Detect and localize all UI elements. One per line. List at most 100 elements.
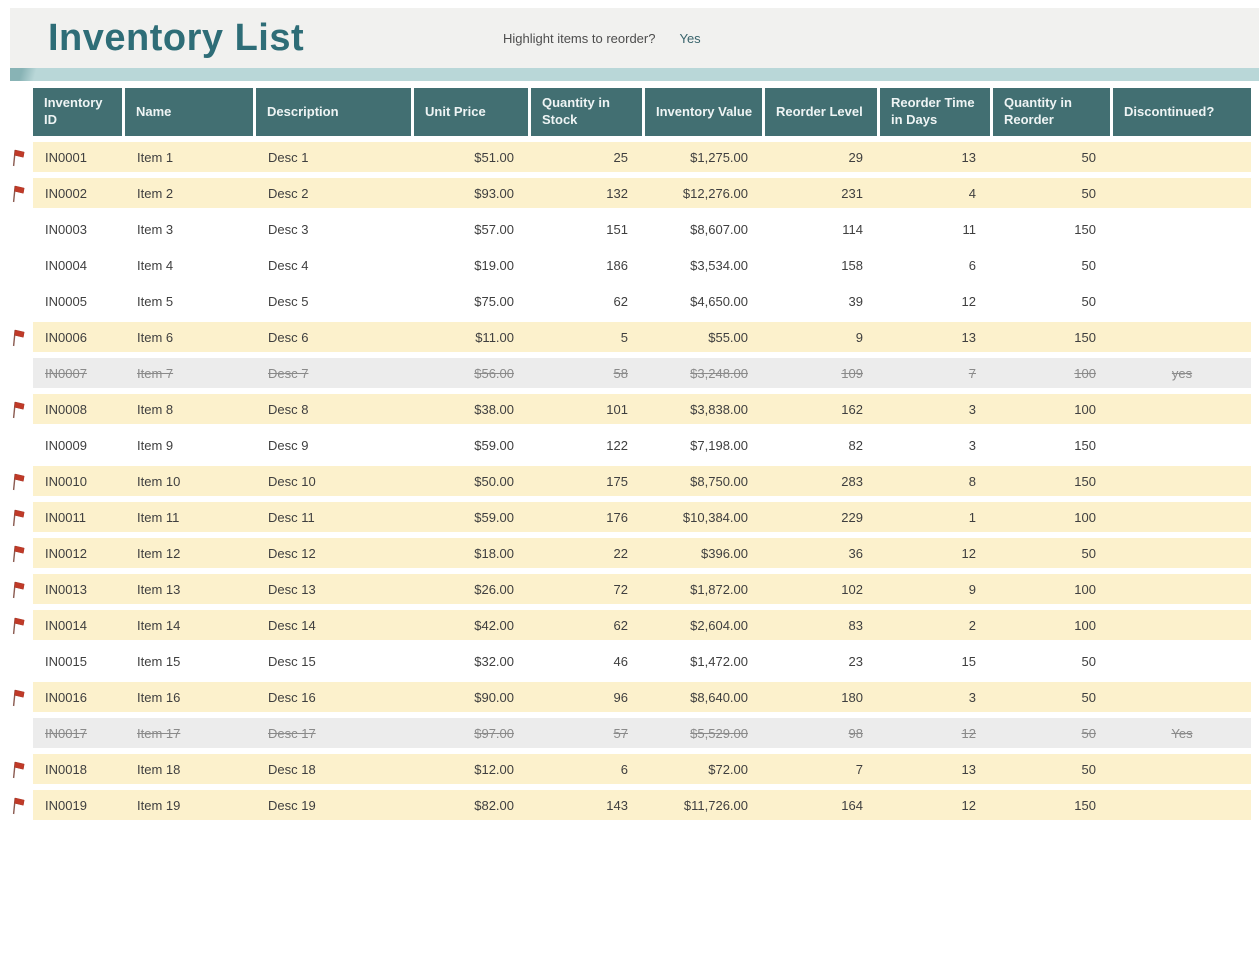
cell-inventory_value[interactable]: $1,872.00 — [690, 581, 748, 597]
cell-quantity_in_reorder[interactable]: 50 — [1081, 293, 1096, 309]
cell-quantity_in_reorder[interactable]: 50 — [1081, 689, 1096, 705]
cell-description[interactable]: Desc 2 — [268, 185, 309, 201]
cell-discontinued[interactable] — [1113, 394, 1251, 424]
cell-quantity_in_stock[interactable]: 96 — [613, 689, 628, 705]
cell-reorder_level[interactable]: 9 — [855, 329, 863, 345]
header-cell-quantity_in_reorder[interactable]: Quantity in Reorder — [993, 88, 1110, 136]
cell-discontinued[interactable] — [1113, 178, 1251, 208]
cell-name[interactable]: Item 14 — [137, 617, 181, 633]
cell-reorder_time_in_days[interactable]: 3 — [968, 437, 976, 453]
cell-description[interactable]: Desc 18 — [268, 761, 316, 777]
cell-discontinued[interactable] — [1113, 610, 1251, 640]
cell-unit_price[interactable]: $93.00 — [474, 185, 514, 201]
cell-reorder_time_in_days[interactable]: 9 — [968, 581, 976, 597]
cell-unit_price[interactable]: $42.00 — [474, 617, 514, 633]
cell-reorder_level[interactable]: 283 — [841, 473, 863, 489]
cell-reorder_time_in_days[interactable]: 8 — [968, 473, 976, 489]
cell-reorder_level[interactable]: 164 — [841, 797, 863, 813]
cell-unit_price[interactable]: $38.00 — [474, 401, 514, 417]
cell-id[interactable]: IN0012 — [45, 545, 87, 561]
cell-reorder_time_in_days[interactable]: 12 — [961, 725, 976, 741]
cell-quantity_in_stock[interactable]: 122 — [606, 437, 628, 453]
cell-inventory_value[interactable]: $8,750.00 — [690, 473, 748, 489]
cell-quantity_in_reorder[interactable]: 50 — [1081, 725, 1096, 741]
cell-inventory_value[interactable]: $5,529.00 — [690, 725, 748, 741]
cell-reorder_time_in_days[interactable]: 12 — [961, 545, 976, 561]
cell-discontinued[interactable] — [1113, 538, 1251, 568]
cell-reorder_time_in_days[interactable]: 3 — [968, 401, 976, 417]
cell-name[interactable]: Item 7 — [137, 365, 174, 381]
cell-discontinued[interactable] — [1113, 214, 1251, 244]
cell-quantity_in_stock[interactable]: 186 — [606, 257, 628, 273]
cell-quantity_in_reorder[interactable]: 100 — [1074, 581, 1096, 597]
cell-name[interactable]: Item 15 — [137, 653, 181, 669]
cell-inventory_value[interactable]: $12,276.00 — [682, 185, 748, 201]
cell-description[interactable]: Desc 10 — [268, 473, 316, 489]
cell-unit_price[interactable]: $12.00 — [474, 761, 514, 777]
cell-quantity_in_reorder[interactable]: 100 — [1074, 509, 1096, 525]
cell-inventory_value[interactable]: $10,384.00 — [682, 509, 748, 525]
cell-quantity_in_stock[interactable]: 72 — [613, 581, 628, 597]
cell-reorder_level[interactable]: 162 — [841, 401, 863, 417]
cell-description[interactable]: Desc 12 — [268, 545, 316, 561]
cell-reorder_level[interactable]: 82 — [848, 437, 863, 453]
cell-inventory_value[interactable]: $11,726.00 — [683, 797, 748, 813]
cell-quantity_in_stock[interactable]: 132 — [606, 185, 628, 201]
cell-description[interactable]: Desc 7 — [268, 365, 309, 381]
cell-quantity_in_reorder[interactable]: 150 — [1074, 473, 1096, 489]
cell-reorder_time_in_days[interactable]: 15 — [961, 653, 976, 669]
cell-reorder_level[interactable]: 23 — [848, 653, 863, 669]
cell-name[interactable]: Item 1 — [137, 149, 174, 165]
cell-id[interactable]: IN0019 — [45, 797, 87, 813]
cell-quantity_in_reorder[interactable]: 50 — [1081, 653, 1096, 669]
cell-id[interactable]: IN0003 — [45, 221, 87, 237]
cell-name[interactable]: Item 3 — [137, 221, 174, 237]
cell-id[interactable]: IN0002 — [45, 185, 87, 201]
cell-name[interactable]: Item 8 — [137, 401, 174, 417]
cell-quantity_in_reorder[interactable]: 150 — [1074, 797, 1096, 813]
header-cell-reorder_level[interactable]: Reorder Level — [765, 88, 877, 136]
header-cell-name[interactable]: Name — [125, 88, 253, 136]
cell-quantity_in_stock[interactable]: 58 — [613, 365, 628, 381]
cell-discontinued[interactable]: Yes — [1171, 725, 1193, 741]
cell-description[interactable]: Desc 8 — [268, 401, 309, 417]
cell-discontinued[interactable] — [1113, 682, 1251, 712]
cell-id[interactable]: IN0013 — [45, 581, 87, 597]
cell-quantity_in_stock[interactable]: 62 — [613, 293, 628, 309]
cell-unit_price[interactable]: $51.00 — [474, 149, 514, 165]
cell-description[interactable]: Desc 5 — [268, 293, 309, 309]
cell-quantity_in_reorder[interactable]: 100 — [1074, 365, 1096, 381]
header-cell-quantity_in_stock[interactable]: Quantity in Stock — [531, 88, 642, 136]
cell-unit_price[interactable]: $97.00 — [474, 725, 514, 741]
cell-unit_price[interactable]: $50.00 — [474, 473, 514, 489]
cell-discontinued[interactable] — [1113, 754, 1251, 784]
header-cell-id[interactable]: Inventory ID — [33, 88, 122, 136]
cell-quantity_in_stock[interactable]: 151 — [606, 221, 628, 237]
cell-reorder_time_in_days[interactable]: 3 — [968, 689, 976, 705]
cell-inventory_value[interactable]: $7,198.00 — [690, 437, 748, 453]
cell-id[interactable]: IN0010 — [45, 473, 87, 489]
cell-quantity_in_stock[interactable]: 57 — [613, 725, 628, 741]
cell-name[interactable]: Item 11 — [137, 509, 180, 525]
cell-description[interactable]: Desc 6 — [268, 329, 309, 345]
cell-unit_price[interactable]: $18.00 — [474, 545, 514, 561]
cell-id[interactable]: IN0004 — [45, 257, 87, 273]
cell-reorder_level[interactable]: 39 — [848, 293, 863, 309]
cell-description[interactable]: Desc 4 — [268, 257, 309, 273]
cell-id[interactable]: IN0001 — [45, 149, 87, 165]
cell-quantity_in_reorder[interactable]: 100 — [1074, 617, 1096, 633]
cell-reorder_time_in_days[interactable]: 1 — [968, 509, 976, 525]
cell-description[interactable]: Desc 17 — [268, 725, 316, 741]
header-cell-reorder_time_in_days[interactable]: Reorder Time in Days — [880, 88, 990, 136]
cell-inventory_value[interactable]: $3,534.00 — [690, 257, 748, 273]
cell-discontinued[interactable] — [1113, 574, 1251, 604]
cell-id[interactable]: IN0008 — [45, 401, 87, 417]
cell-inventory_value[interactable]: $2,604.00 — [690, 617, 748, 633]
cell-reorder_level[interactable]: 7 — [855, 761, 863, 777]
cell-description[interactable]: Desc 11 — [268, 509, 315, 525]
cell-discontinued[interactable] — [1113, 286, 1251, 316]
cell-id[interactable]: IN0011 — [45, 509, 86, 525]
cell-description[interactable]: Desc 19 — [268, 797, 316, 813]
cell-description[interactable]: Desc 13 — [268, 581, 316, 597]
cell-name[interactable]: Item 10 — [137, 473, 181, 489]
